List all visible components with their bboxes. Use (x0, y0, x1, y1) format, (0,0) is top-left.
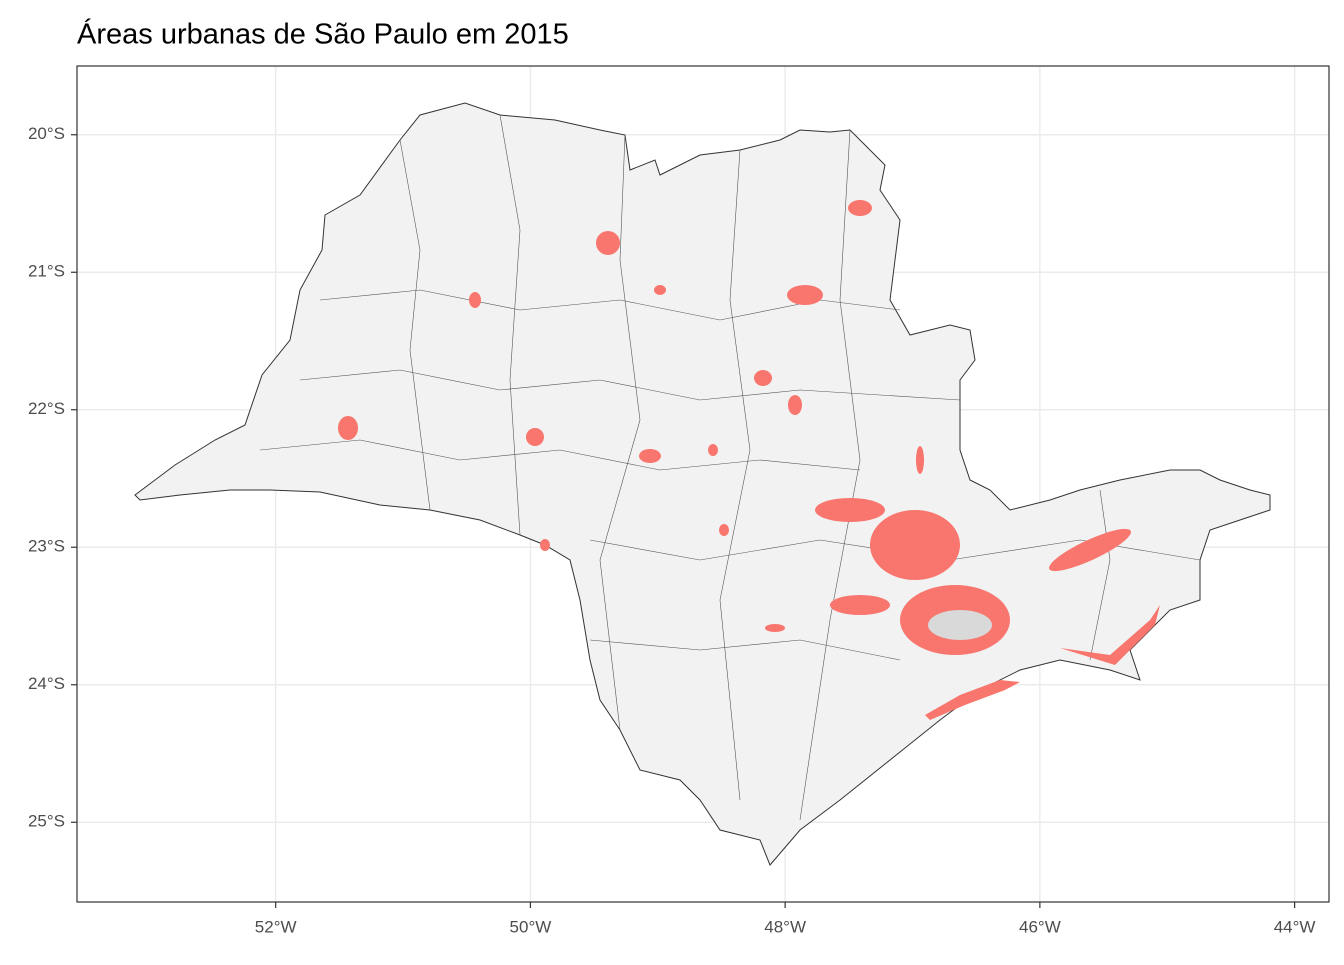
x-tick-label: 50°W (510, 917, 552, 936)
y-tick-label: 23°S (28, 537, 65, 556)
urban-area (870, 510, 960, 580)
chart-title: Áreas urbanas de São Paulo em 2015 (77, 18, 569, 51)
x-tick-label: 52°W (255, 917, 297, 936)
border (499, 114, 521, 536)
x-tick-label: 48°W (764, 917, 806, 936)
metro-core (928, 610, 992, 640)
urban-area (596, 231, 620, 255)
border (589, 639, 901, 661)
urban-area (338, 416, 358, 440)
urban-area (719, 524, 729, 536)
urban-area (925, 680, 1020, 720)
urban-area (1048, 528, 1132, 572)
border (599, 134, 641, 731)
y-tick-label: 21°S (28, 262, 65, 281)
y-tick-label: 22°S (28, 399, 65, 418)
border (399, 139, 431, 511)
urban-area (815, 498, 885, 522)
municipal-borders (259, 114, 1201, 821)
urban-area (526, 428, 544, 446)
urban-area (540, 539, 550, 551)
state-shape (134, 102, 1271, 866)
urban-area (708, 444, 718, 456)
urban-area (848, 200, 872, 216)
urban-area (469, 292, 481, 308)
border (799, 129, 861, 821)
border (259, 439, 861, 471)
urban-area (788, 395, 802, 415)
y-tick-label: 24°S (28, 674, 65, 693)
urban-area (916, 446, 924, 474)
urban-area (1060, 605, 1160, 665)
y-tick-label: 25°S (28, 812, 65, 831)
border (1089, 489, 1111, 661)
urban-area (639, 449, 661, 463)
y-tick-label: 20°S (28, 124, 65, 143)
urban-area (754, 370, 772, 386)
urban-area (787, 285, 823, 305)
border (719, 149, 751, 801)
panel-border (76, 65, 1330, 903)
urban-areas (338, 200, 1160, 720)
border (299, 369, 961, 401)
state-outline (134, 102, 1271, 866)
x-tick-label: 44°W (1274, 917, 1316, 936)
urban-area (830, 595, 890, 615)
urban-area (765, 624, 785, 632)
x-tick-label: 46°W (1019, 917, 1061, 936)
urban-area (654, 285, 666, 295)
